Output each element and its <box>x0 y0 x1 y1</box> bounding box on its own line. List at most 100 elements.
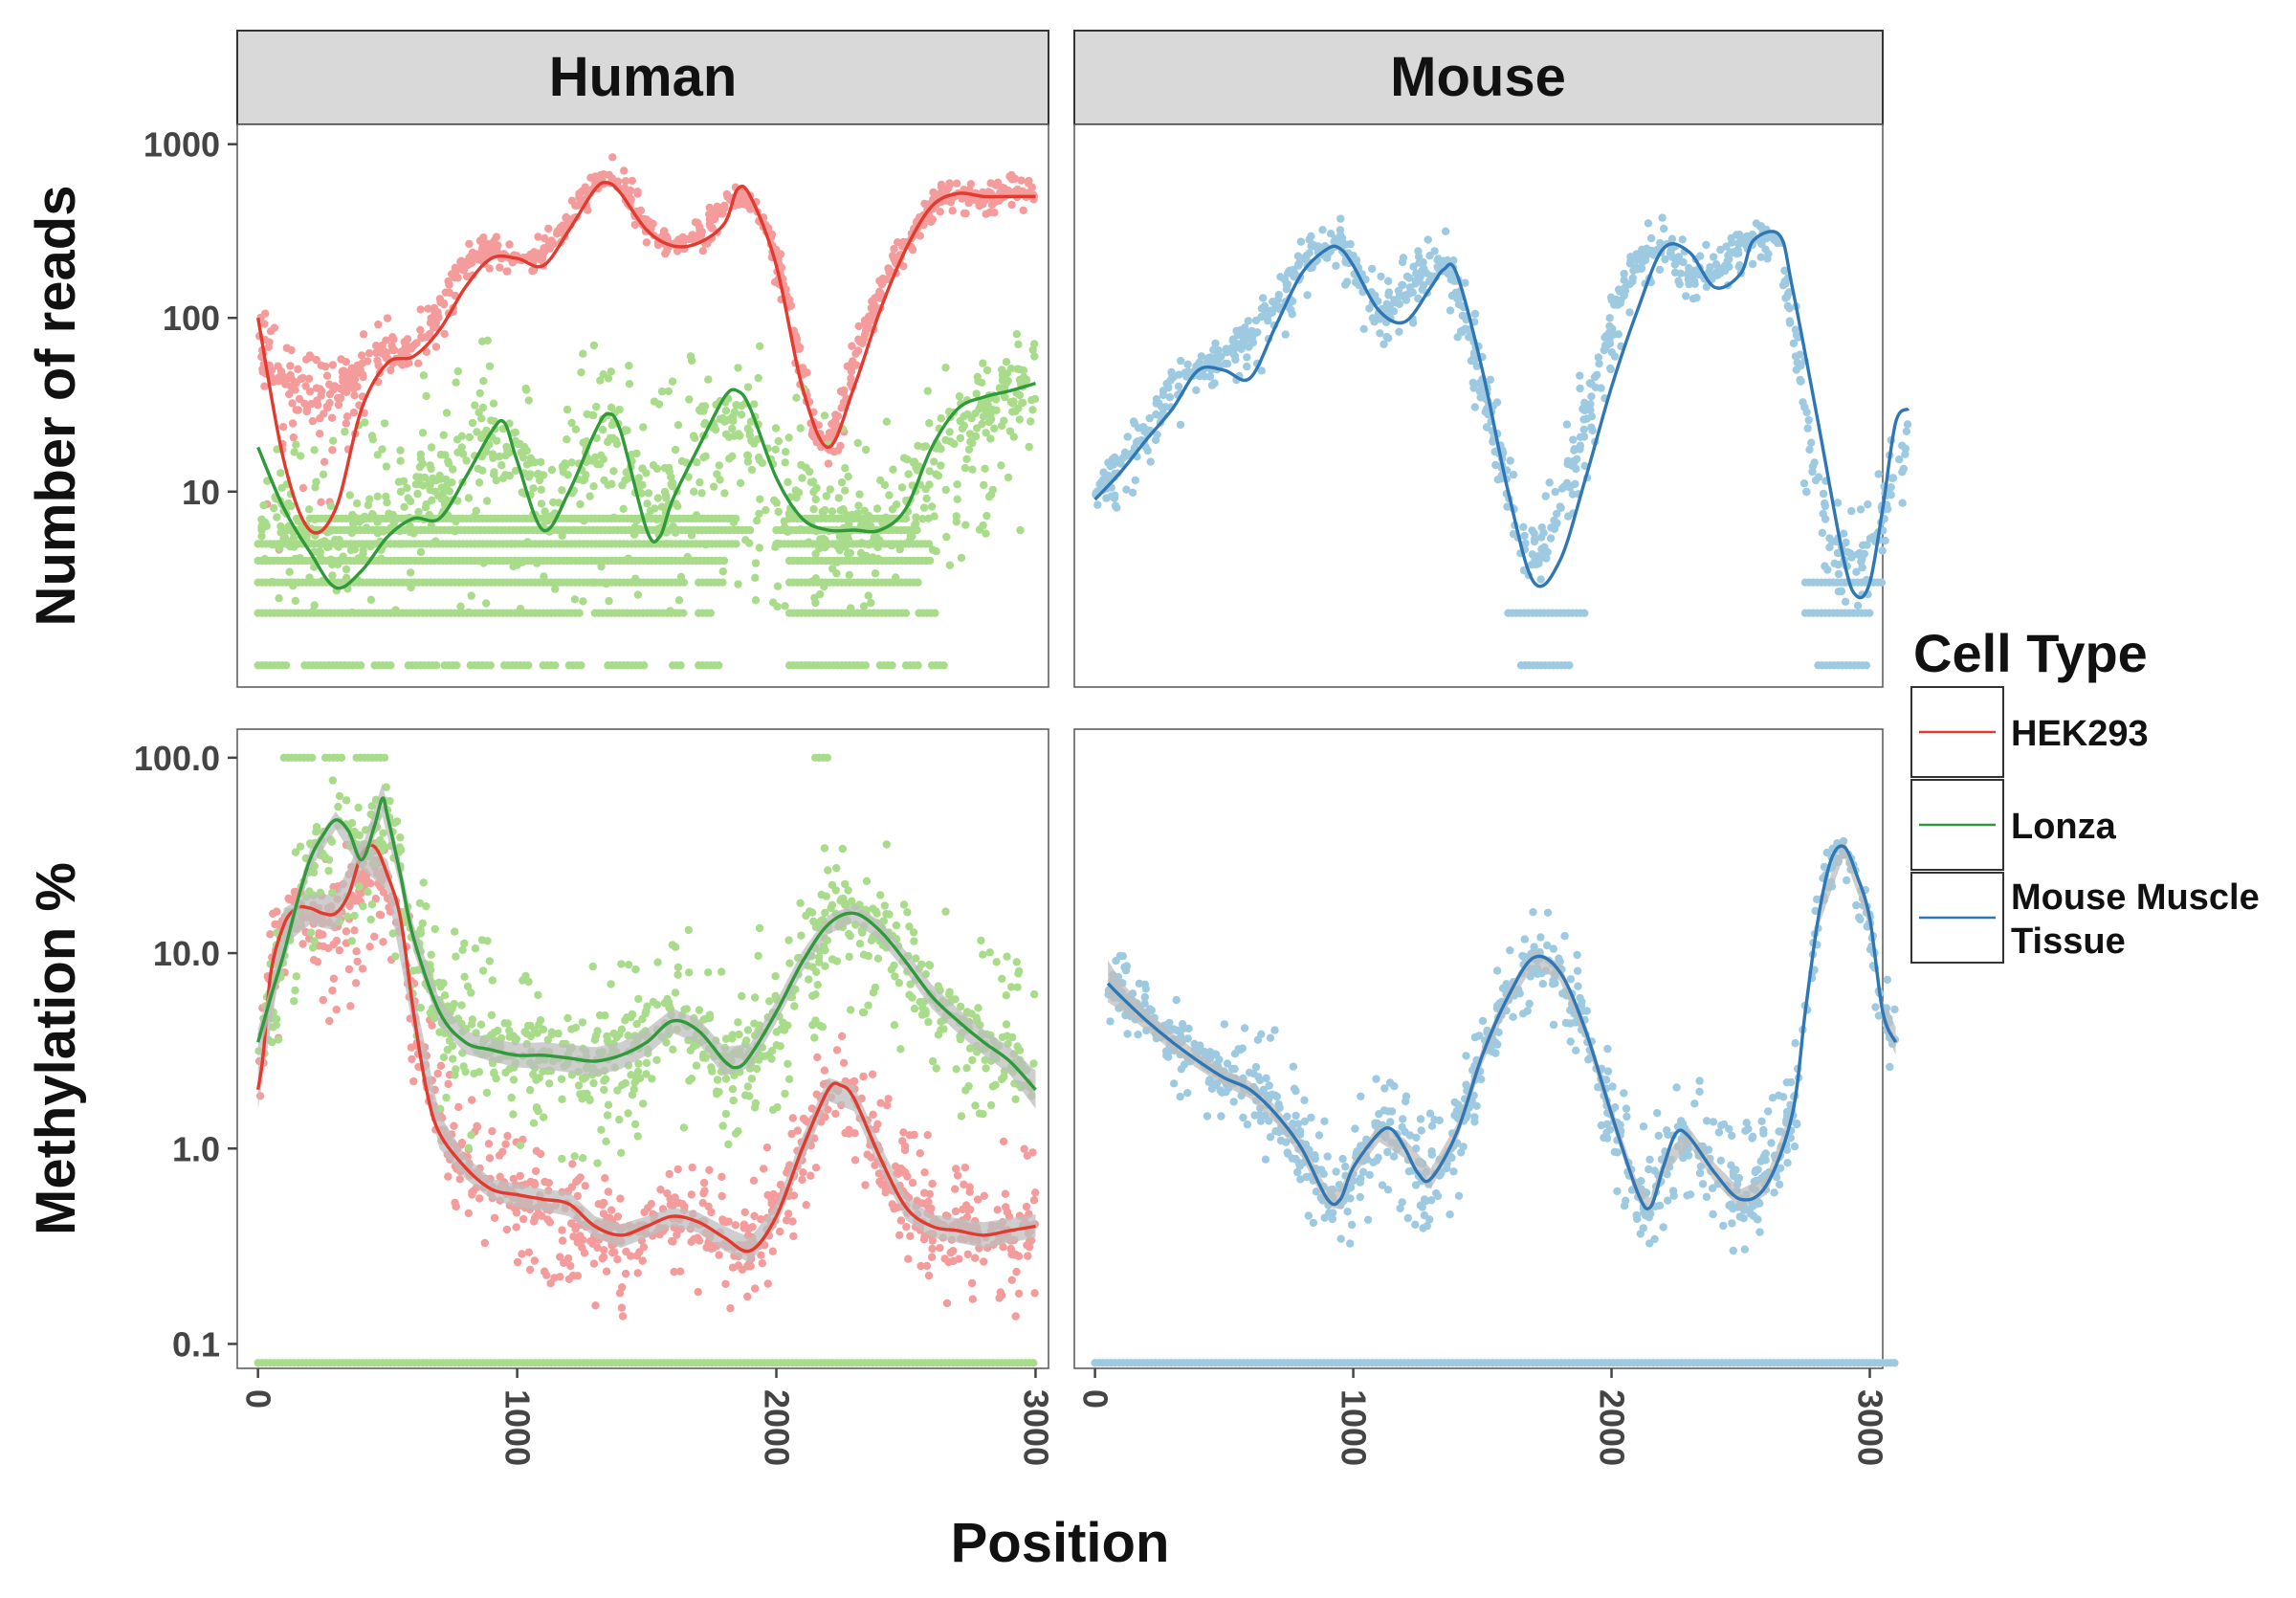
data-point <box>363 876 371 884</box>
data-point <box>798 1175 806 1185</box>
data-point <box>1305 249 1314 257</box>
data-point <box>1006 398 1016 407</box>
data-point <box>1274 290 1284 300</box>
data-point <box>482 599 491 608</box>
data-point <box>273 445 281 454</box>
data-point <box>985 208 995 217</box>
data-point <box>575 609 584 617</box>
data-point <box>302 405 312 413</box>
data-point <box>342 573 351 583</box>
data-point <box>988 485 998 495</box>
data-point <box>751 1284 760 1293</box>
data-point <box>755 544 763 552</box>
data-point <box>910 521 919 529</box>
data-point <box>407 1043 416 1052</box>
data-point <box>699 407 708 415</box>
data-point <box>505 240 514 249</box>
data-point <box>797 460 806 470</box>
data-point <box>445 288 453 298</box>
data-point <box>568 1160 577 1168</box>
data-point <box>638 464 647 473</box>
data-point <box>334 560 342 568</box>
data-point <box>697 489 706 498</box>
data-point <box>563 405 572 414</box>
data-point <box>621 177 630 186</box>
data-point <box>529 266 539 275</box>
data-point <box>720 489 729 498</box>
data-point <box>884 1095 893 1103</box>
data-point <box>1683 270 1692 278</box>
data-point <box>820 582 828 591</box>
data-point <box>1232 326 1241 336</box>
data-point <box>586 1237 595 1246</box>
data-point <box>694 218 702 228</box>
data-point <box>850 1156 860 1165</box>
data-point <box>516 1171 524 1181</box>
data-point <box>809 487 818 497</box>
data-point <box>609 513 618 522</box>
data-point <box>1569 435 1578 444</box>
data-point <box>979 359 987 367</box>
data-point <box>496 1172 504 1182</box>
data-point <box>788 1217 797 1226</box>
data-point <box>602 1267 611 1276</box>
data-point <box>631 516 641 524</box>
data-point <box>832 558 842 566</box>
data-point <box>1579 415 1588 424</box>
data-point <box>415 462 425 472</box>
data-point <box>328 446 337 455</box>
data-point <box>585 492 594 500</box>
data-point <box>963 1250 972 1259</box>
data-point <box>628 450 636 459</box>
data-point <box>740 200 749 209</box>
data-point <box>776 1180 785 1189</box>
data-point <box>276 469 285 477</box>
data-point <box>1802 487 1811 497</box>
data-point <box>607 367 615 376</box>
data-point <box>1290 267 1298 276</box>
data-point <box>334 543 342 551</box>
data-point <box>1401 291 1410 300</box>
data-point <box>1192 362 1201 370</box>
data-point <box>743 457 753 466</box>
data-point <box>832 1046 842 1054</box>
data-point <box>945 179 954 188</box>
data-point <box>607 1206 616 1214</box>
data-point <box>628 176 636 186</box>
data-point <box>847 380 855 388</box>
data-point <box>464 494 474 502</box>
data-point <box>579 1235 587 1245</box>
data-point <box>1901 444 1910 453</box>
data-point <box>388 333 397 342</box>
data-point <box>1536 575 1545 584</box>
data-point <box>358 351 366 360</box>
data-point <box>986 434 995 443</box>
data-point <box>366 595 376 604</box>
data-point <box>1155 399 1163 408</box>
data-point <box>505 471 514 480</box>
data-point <box>1785 317 1795 325</box>
data-point <box>951 1185 960 1193</box>
data-point <box>770 277 780 286</box>
data-point <box>823 753 831 762</box>
data-point <box>737 411 746 419</box>
data-point <box>268 541 276 549</box>
data-point <box>356 366 364 374</box>
data-point <box>326 501 336 510</box>
data-point <box>552 230 562 238</box>
data-point <box>451 527 459 536</box>
data-point <box>1336 214 1345 223</box>
data-point <box>1424 277 1434 286</box>
data-point <box>291 378 299 387</box>
data-point <box>1537 523 1547 532</box>
data-point <box>952 179 961 188</box>
data-point <box>359 372 367 382</box>
data-point <box>281 661 291 670</box>
data-point <box>657 502 667 511</box>
data-point <box>608 153 617 162</box>
data-point <box>1576 384 1584 393</box>
data-point <box>543 1215 552 1224</box>
data-point <box>541 507 549 516</box>
data-point <box>1661 255 1669 264</box>
